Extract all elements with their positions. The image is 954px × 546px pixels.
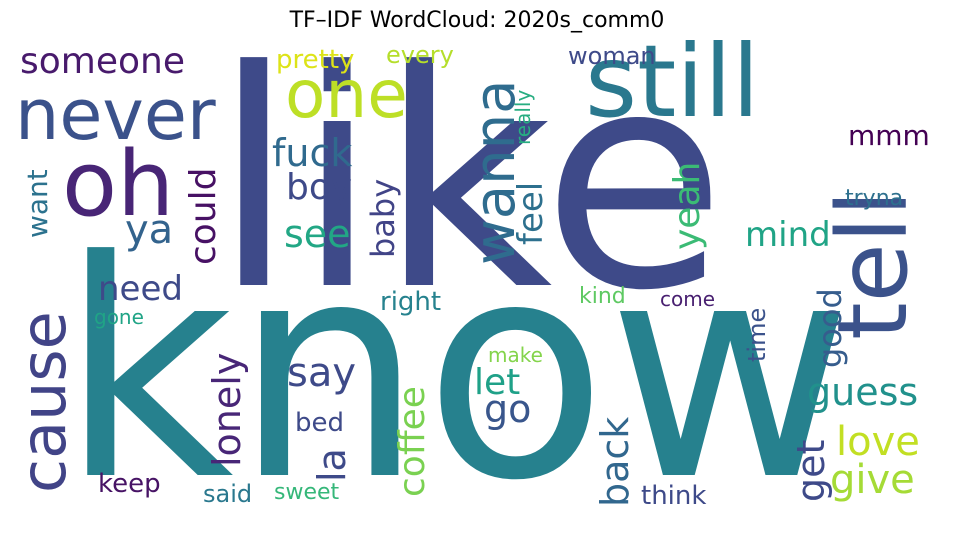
word-boy: boy bbox=[286, 167, 353, 208]
word-love: love bbox=[836, 419, 920, 465]
word-tryna: tryna bbox=[845, 186, 904, 211]
word-pretty: pretty bbox=[276, 45, 355, 75]
word-yeah: yeah bbox=[667, 161, 708, 250]
word-kind: kind bbox=[579, 284, 626, 309]
word-back: back bbox=[593, 416, 637, 507]
chart-title: TF–IDF WordCloud: 2020s_comm0 bbox=[289, 8, 665, 33]
word-still: still bbox=[585, 23, 760, 140]
word-give: give bbox=[830, 457, 915, 503]
word-need: need bbox=[98, 269, 183, 309]
word-time: time bbox=[743, 307, 771, 362]
word-know: know bbox=[60, 197, 853, 546]
word-get: get bbox=[789, 439, 833, 502]
word-coffee: coffee bbox=[392, 386, 433, 497]
word-right: right bbox=[380, 287, 442, 317]
word-say: say bbox=[287, 350, 357, 396]
word-every: every bbox=[386, 41, 454, 69]
word-guess: guess bbox=[807, 370, 919, 414]
word-keep: keep bbox=[98, 469, 161, 499]
word-think: think bbox=[641, 481, 707, 511]
word-go: go bbox=[484, 387, 532, 431]
word-let: let bbox=[474, 362, 521, 403]
word-never: never bbox=[15, 74, 216, 156]
word-feel: feel bbox=[511, 181, 551, 245]
word-see: see bbox=[284, 212, 351, 256]
word-cause: cause bbox=[7, 311, 80, 493]
word-bed: bed bbox=[295, 408, 345, 438]
word-lonely: lonely bbox=[205, 352, 249, 467]
word-ya: ya bbox=[125, 207, 174, 253]
word-one: one bbox=[285, 56, 408, 133]
word-woman: woman bbox=[568, 42, 656, 70]
word-could: could bbox=[183, 167, 224, 266]
word-cloud: like know still tell never oh one wanna … bbox=[7, 32, 944, 522]
word-oh: oh bbox=[62, 132, 175, 237]
word-fuck: fuck bbox=[272, 131, 353, 175]
word-mmm: mmm bbox=[848, 119, 930, 152]
word-la: la bbox=[310, 448, 354, 482]
word-want: want bbox=[21, 169, 54, 238]
word-sweet: sweet bbox=[274, 480, 340, 505]
word-someone: someone bbox=[20, 41, 185, 82]
word-baby: baby bbox=[364, 178, 402, 258]
word-gone: gone bbox=[94, 305, 144, 329]
word-come: come bbox=[660, 287, 716, 311]
word-really: really bbox=[511, 89, 535, 145]
word-said: said bbox=[203, 480, 253, 508]
word-like: like bbox=[212, 7, 727, 356]
word-good: good bbox=[811, 288, 849, 368]
word-mind: mind bbox=[745, 215, 831, 255]
word-make: make bbox=[488, 343, 543, 367]
